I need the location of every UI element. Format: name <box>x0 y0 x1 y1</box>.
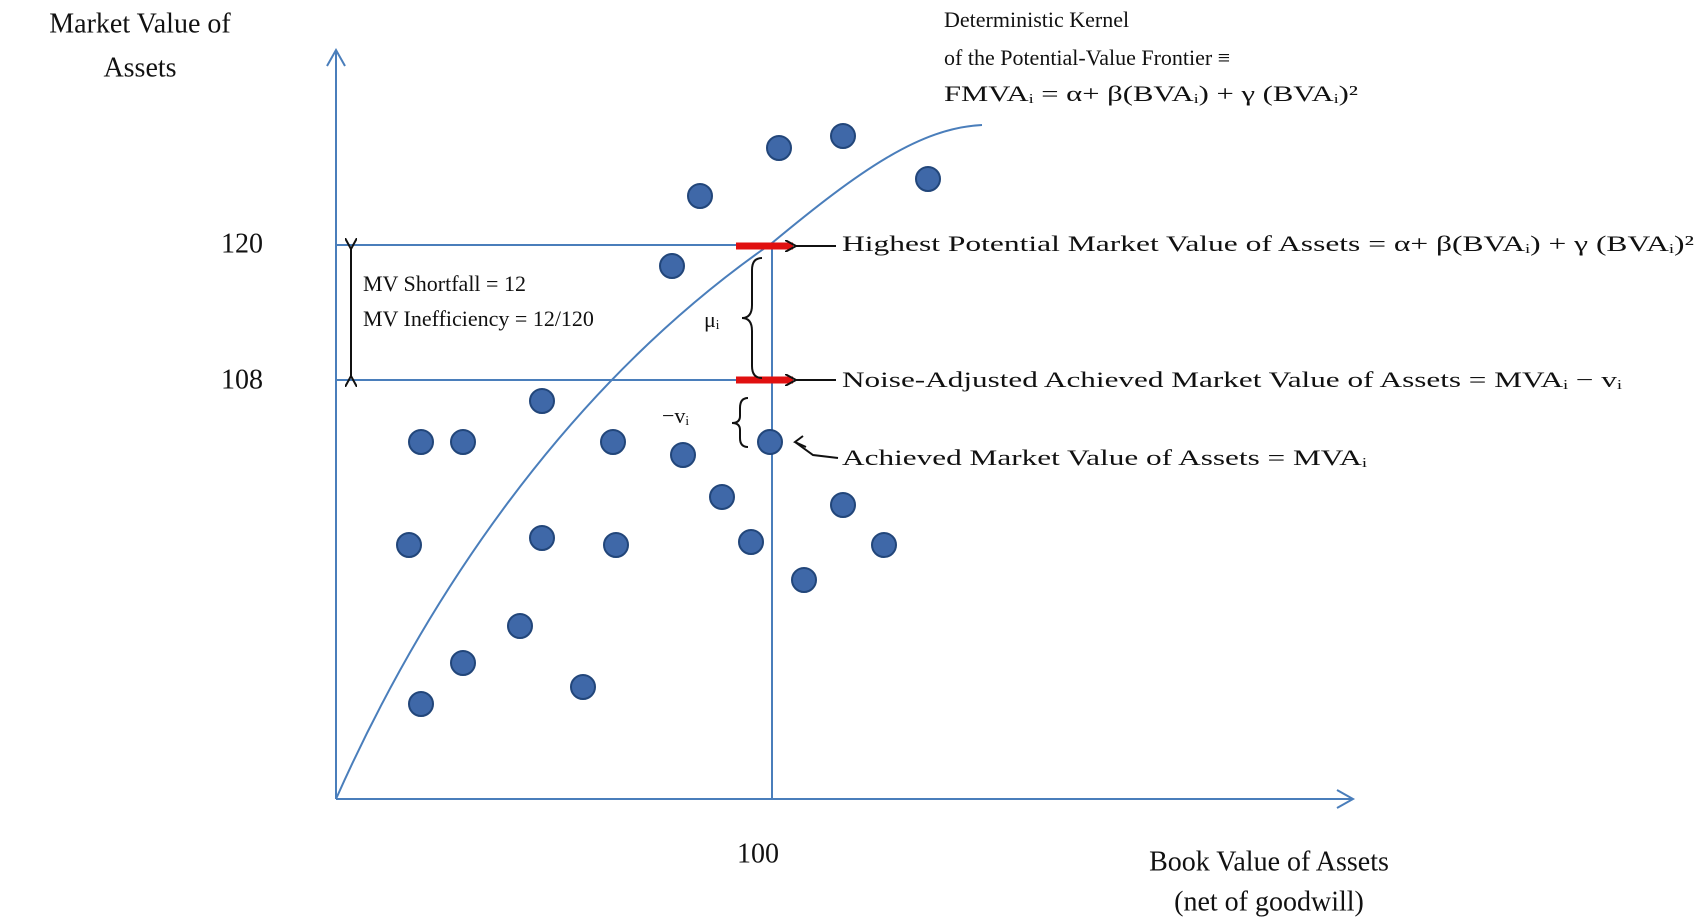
y-tick-label: 108 <box>221 364 263 395</box>
frontier-label: of the Potential-Value Frontier ≡ <box>944 45 1230 70</box>
frontier-label: Deterministic Kernel <box>944 7 1129 32</box>
achieved-pointer <box>794 441 839 459</box>
observation <box>791 567 817 593</box>
y-axis-arrow <box>326 47 346 67</box>
achieved-pointer-head <box>793 435 807 448</box>
observation <box>570 674 596 700</box>
x-axis-label: Book Value of Assets <box>1149 846 1389 877</box>
observation <box>450 429 476 455</box>
inefficiency-label: MV Inefficiency = 12/120 <box>363 306 594 331</box>
observation <box>709 484 735 510</box>
x-axis-arrow <box>1336 789 1356 809</box>
observation <box>529 525 555 551</box>
observation <box>600 429 626 455</box>
observation <box>670 442 696 468</box>
mu-label: μᵢ <box>704 307 720 332</box>
observation <box>830 123 856 149</box>
observation <box>915 166 941 192</box>
observation <box>738 529 764 555</box>
observation <box>830 492 856 518</box>
observation <box>507 613 533 639</box>
x-axis-label: (net of goodwill) <box>1174 886 1364 917</box>
observation <box>408 691 434 717</box>
observation <box>396 532 422 558</box>
v-brace <box>731 397 749 448</box>
frontier-label: FMVAᵢ = α+ β(BVAᵢ) + γ (BVAᵢ)² <box>944 81 1359 106</box>
mu-brace <box>741 257 763 379</box>
frontier-curve <box>335 124 983 800</box>
shortfall-label: MV Shortfall = 12 <box>363 271 526 296</box>
observation <box>450 650 476 676</box>
observation <box>687 183 713 209</box>
observations <box>396 123 941 717</box>
observation <box>529 388 555 414</box>
observation <box>659 253 685 279</box>
noise-adjusted-label: Noise-Adjusted Achieved Market Value of … <box>842 367 1623 392</box>
observation <box>757 429 783 455</box>
achieved-label: Achieved Market Value of Assets = MVAᵢ <box>842 445 1368 470</box>
y-tick-label: 120 <box>221 228 263 259</box>
highest-label: Highest Potential Market Value of Assets… <box>842 231 1695 256</box>
observation <box>408 429 434 455</box>
observation <box>871 532 897 558</box>
observation <box>766 135 792 161</box>
x-tick-label: 100 <box>737 838 779 869</box>
y-axis-label: Market Value of <box>49 8 231 39</box>
y-axis-label: Assets <box>103 52 176 83</box>
v-label: −vᵢ <box>662 403 689 428</box>
observation <box>603 532 629 558</box>
